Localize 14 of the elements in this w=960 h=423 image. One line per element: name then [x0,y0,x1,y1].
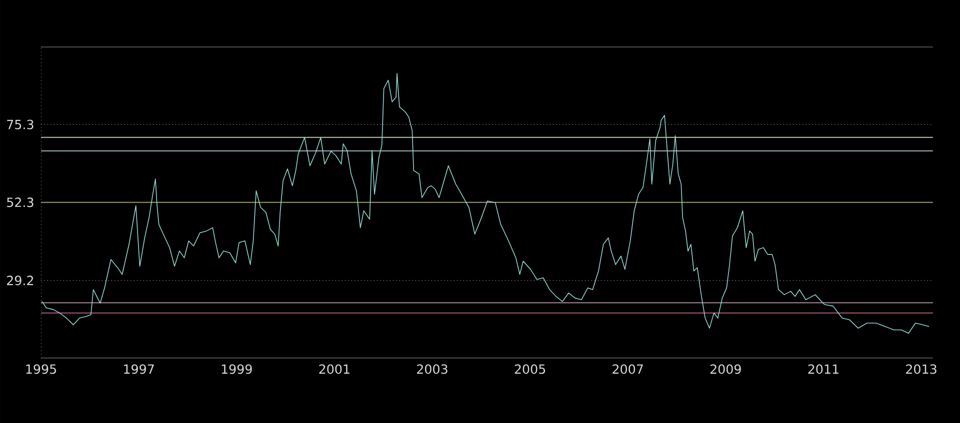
x-tick-label: 2005 [514,364,546,374]
x-tick-label: 2009 [710,364,741,374]
y-tick-label: 75.3 [7,120,34,130]
x-tick-label: 2011 [808,364,838,374]
x-tick-label: 2007 [612,364,643,374]
x-tick-label: 2003 [417,364,448,374]
x-tick-label: 2013 [906,364,936,374]
line-series [42,73,930,334]
y-tick-label: 52.3 [7,198,34,208]
x-tick-label: 1997 [124,364,154,374]
x-tick-label: 2001 [319,364,350,374]
x-tick-label: 1995 [26,364,56,374]
x-tick-label: 1999 [222,364,252,374]
y-tick-label: 29.2 [7,276,34,286]
